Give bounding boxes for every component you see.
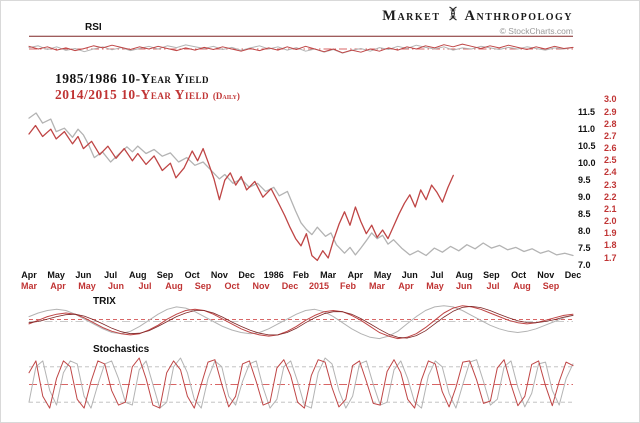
x-axis-month: Apr bbox=[50, 281, 66, 291]
x-axis-month: Sep bbox=[483, 270, 500, 280]
y-axis-tick: 9.0 bbox=[578, 191, 591, 202]
x-axis-month: Dec bbox=[281, 281, 299, 291]
x-axis-month: Jul bbox=[430, 270, 444, 280]
main-plot bbox=[28, 112, 574, 262]
y-axis-tick: 2.1 bbox=[604, 203, 617, 214]
stochastics-plot bbox=[28, 357, 574, 409]
y-axis-tick: 2.8 bbox=[604, 118, 617, 129]
x-axis-month: Oct bbox=[224, 281, 240, 291]
x-axis-month: Mar bbox=[368, 281, 385, 291]
rsi-2014-2015-line bbox=[28, 43, 574, 54]
rsi-1985-1986-line bbox=[28, 44, 574, 54]
x-axis-month: 1986 bbox=[263, 270, 284, 280]
x-axis-month: Aug bbox=[455, 270, 473, 280]
y-axis-tick: 2.5 bbox=[604, 155, 617, 166]
x-axis-month: Apr bbox=[347, 270, 364, 280]
trix-plot bbox=[28, 305, 574, 340]
y-axis-tick: 2.4 bbox=[604, 167, 617, 178]
x-axis-month: Mar bbox=[320, 270, 337, 280]
x-axis-month: Nov bbox=[252, 281, 270, 291]
trix-panel-label: TRIX bbox=[93, 296, 116, 307]
y-axis-tick: 2.9 bbox=[604, 106, 617, 117]
y-axis-tick: 3.0 bbox=[604, 94, 617, 105]
brand-market: Market bbox=[382, 7, 441, 24]
stoch-2014-2015-line bbox=[28, 357, 574, 409]
y-axis-tick: 7.0 bbox=[578, 259, 591, 270]
x-axis-month: Feb bbox=[339, 281, 356, 291]
x-axis-month: Jun bbox=[107, 281, 124, 291]
x-axis-month: Mar bbox=[20, 281, 37, 291]
y-axis-tick: 2.0 bbox=[604, 216, 617, 227]
x-axis-month: Oct bbox=[184, 270, 200, 280]
x-axis-month: Sep bbox=[194, 281, 212, 291]
y-axis-tick: 1.9 bbox=[604, 228, 617, 239]
x-axis-month: Sep bbox=[542, 281, 560, 291]
x-axis-month: Apr bbox=[398, 281, 414, 291]
x-axis-month: Aug bbox=[129, 270, 147, 280]
y-axis-tick: 2.3 bbox=[604, 179, 617, 190]
x-axis-month: Dec bbox=[238, 270, 255, 280]
trix-2014-2015-line bbox=[28, 305, 574, 340]
rsi-plot bbox=[28, 35, 574, 54]
y-axis-tick: 2.7 bbox=[604, 130, 617, 141]
y-axis-tick: 2.2 bbox=[604, 191, 617, 202]
yield-1985-1986-line bbox=[28, 112, 574, 257]
y-axis-tick: 11.5 bbox=[578, 107, 596, 118]
rsi-panel-label: RSI bbox=[85, 22, 102, 33]
x-axis-month: Jul bbox=[138, 281, 152, 291]
x-axis-month: May bbox=[426, 281, 444, 291]
y-axis-tick: 1.8 bbox=[604, 240, 617, 251]
x-axis-month: Sep bbox=[156, 270, 174, 280]
x-axis-month: Apr bbox=[21, 270, 37, 280]
x-axis-month: May bbox=[373, 270, 392, 280]
y-axis-tick: 1.7 bbox=[604, 252, 617, 263]
y-axis-tick: 8.5 bbox=[578, 208, 591, 219]
stockcharts-watermark: © StockCharts.com bbox=[499, 26, 573, 36]
x-axis-month: Jun bbox=[455, 281, 472, 291]
dna-icon bbox=[447, 6, 459, 26]
main-title-2015: 2014/2015 10-Year Yield (Daily) bbox=[55, 87, 240, 103]
x-axis-month: Aug bbox=[165, 281, 183, 291]
x-axis-month: Jul bbox=[486, 281, 500, 291]
y-axis-tick: 9.5 bbox=[578, 175, 591, 186]
main-title-daily: (Daily) bbox=[212, 91, 240, 101]
trix-signal-line bbox=[28, 306, 574, 339]
x-axis-month: Dec bbox=[564, 270, 582, 280]
brand: Market Anthropology bbox=[382, 6, 573, 26]
x-axis-month: Nov bbox=[210, 270, 228, 280]
main-title-2015-text: 2014/2015 10-Year Yield bbox=[55, 87, 210, 102]
x-axis-month: May bbox=[47, 270, 65, 280]
stoch-1985-1986-line bbox=[28, 357, 574, 409]
y-axis-tick: 7.5 bbox=[578, 242, 591, 253]
y-axis-tick: 10.5 bbox=[578, 141, 596, 152]
x-axis-month: May bbox=[78, 281, 96, 291]
x-axis-month: Oct bbox=[511, 270, 527, 280]
x-axis-month: Jun bbox=[401, 270, 418, 280]
brand-anthropology: Anthropology bbox=[464, 7, 573, 24]
main-title-1985: 1985/1986 10-Year Yield bbox=[55, 71, 210, 86]
x-axis-month: Feb bbox=[292, 270, 309, 280]
y-axis-tick: 10.0 bbox=[578, 158, 596, 169]
x-axis-month: 2015 bbox=[308, 281, 330, 291]
stochastics-panel-label: Stochastics bbox=[93, 344, 150, 355]
yield-2014-2015-line bbox=[28, 124, 454, 262]
x-axis-month: Aug bbox=[513, 281, 531, 291]
y-axis-tick: 11.0 bbox=[578, 124, 596, 135]
x-axis-month: Jul bbox=[104, 270, 118, 280]
x-axis-month: Nov bbox=[537, 270, 555, 280]
y-axis-tick: 8.0 bbox=[578, 225, 591, 236]
x-axis-month: Jun bbox=[75, 270, 92, 280]
y-axis-tick: 2.6 bbox=[604, 143, 617, 154]
